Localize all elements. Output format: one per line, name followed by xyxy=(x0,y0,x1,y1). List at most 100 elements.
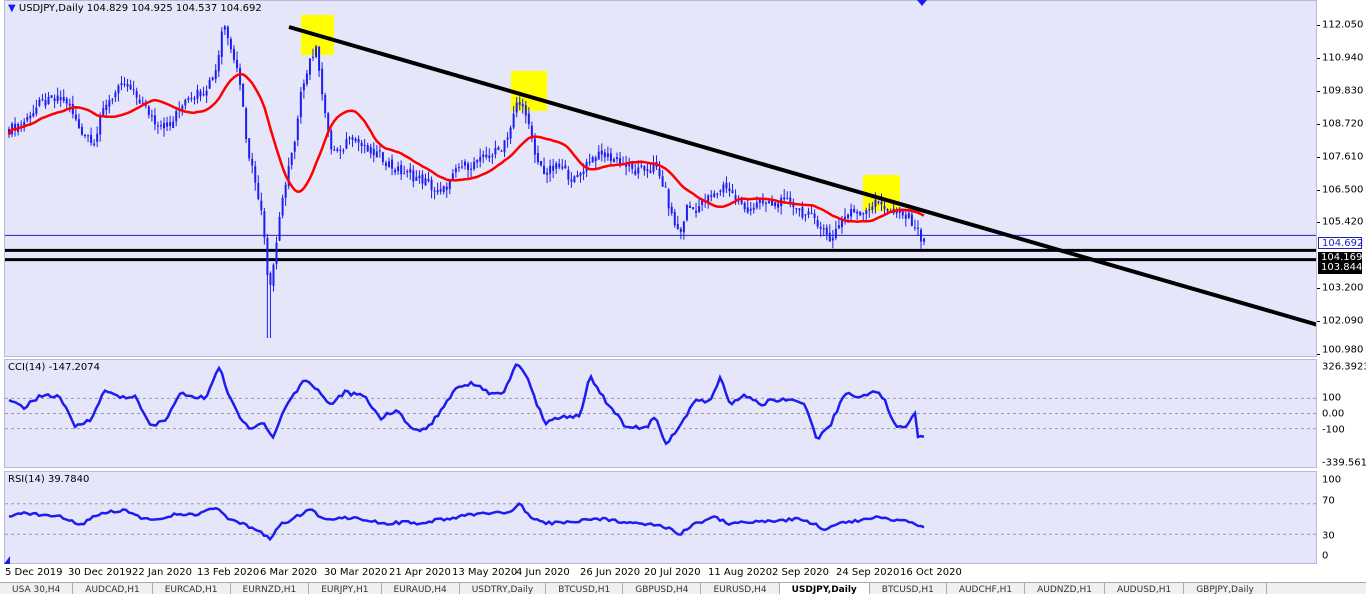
rsi-axis[interactable]: 100 70 30 0 xyxy=(1317,471,1366,564)
chart-tab[interactable]: EURAUD,H4 xyxy=(382,583,460,594)
candle xyxy=(567,166,570,185)
chart-tab[interactable]: AUDNZD,H1 xyxy=(1025,583,1105,594)
candle-body xyxy=(682,221,685,233)
candle xyxy=(612,157,615,163)
candle xyxy=(676,215,679,230)
candle xyxy=(454,164,457,178)
candle xyxy=(725,176,728,194)
candle xyxy=(175,109,178,127)
candle-body xyxy=(692,207,694,209)
candle-body xyxy=(895,210,898,214)
candle xyxy=(442,185,445,195)
candle xyxy=(546,167,549,184)
candle xyxy=(533,133,536,163)
candle xyxy=(558,158,561,170)
candle xyxy=(719,189,722,196)
candle xyxy=(643,165,646,176)
candle xyxy=(904,208,907,227)
chart-tab[interactable]: USDTRY,Daily xyxy=(460,583,547,594)
chart-tab[interactable]: AUDUSD,H1 xyxy=(1105,583,1185,594)
chart-tab[interactable]: AUDCHF,H1 xyxy=(947,583,1026,594)
candle-body xyxy=(318,46,321,71)
candle xyxy=(263,207,266,245)
price-axis[interactable]: 112.050 110.940 109.830 108.720 107.610 … xyxy=(1317,0,1366,357)
candle-body xyxy=(260,200,263,211)
candle-body xyxy=(138,99,141,104)
candle-body xyxy=(743,202,746,210)
candle xyxy=(68,98,71,113)
candle xyxy=(126,78,129,92)
chart-tab[interactable]: EURNZD,H1 xyxy=(231,583,310,594)
candle xyxy=(266,233,269,339)
candle-body xyxy=(366,145,369,152)
candle-body xyxy=(65,98,68,104)
candle xyxy=(500,149,503,152)
candle xyxy=(424,173,427,186)
candle-body xyxy=(44,100,47,106)
candle xyxy=(281,194,284,219)
chart-tab[interactable]: EURJPY,H1 xyxy=(309,583,382,594)
price-chart-canvas[interactable] xyxy=(5,1,1317,357)
price-chart-pane[interactable]: ▼ USDJPY,Daily 104.829 104.925 104.537 1… xyxy=(4,0,1317,357)
time-axis-label: 13 Feb 2020 xyxy=(197,567,260,578)
candle-body xyxy=(433,190,436,192)
cci-axis[interactable]: 326.3923 100 0.00 -100 -339.5617 xyxy=(1317,359,1366,469)
candle xyxy=(360,139,363,154)
collapse-triangle-icon[interactable]: ▼ xyxy=(8,3,16,14)
candle xyxy=(141,96,144,105)
candle-body xyxy=(397,166,400,171)
candle-body xyxy=(464,161,466,166)
candle xyxy=(226,25,229,46)
candle xyxy=(275,236,278,270)
candle xyxy=(664,181,667,188)
candle xyxy=(257,175,260,201)
candle-body xyxy=(658,168,661,177)
chart-tab-bar[interactable]: USA 30,H4 AUDCAD,H1 EURCAD,H1 EURNZD,H1 EURJ… xyxy=(0,582,1366,594)
cci-canvas[interactable] xyxy=(5,360,1317,468)
candle-body xyxy=(354,138,357,142)
candle xyxy=(837,218,840,230)
candle-body xyxy=(120,83,123,86)
candle-body xyxy=(351,137,354,140)
chart-tab[interactable]: USA 30,H4 xyxy=(0,583,74,594)
rsi-canvas[interactable] xyxy=(5,472,1317,564)
time-axis-label: 16 Oct 2020 xyxy=(900,567,962,578)
candle xyxy=(132,80,135,96)
chart-tab[interactable]: BTCUSD,H1 xyxy=(546,583,624,594)
rsi-indicator-pane[interactable]: RSI(14) 39.7840 xyxy=(4,471,1317,564)
candle-body xyxy=(783,197,786,200)
candle-body xyxy=(342,150,345,152)
candle-body xyxy=(530,125,533,139)
candle xyxy=(293,140,296,160)
candle xyxy=(205,85,208,103)
candle xyxy=(406,169,409,178)
chart-tab[interactable]: AUDCAD,H1 xyxy=(73,583,153,594)
chart-tab[interactable]: USDJPY,Daily xyxy=(779,583,870,594)
candle-body xyxy=(713,193,716,197)
candle-body xyxy=(512,113,515,128)
candle-body xyxy=(685,204,688,221)
chart-tab[interactable]: EURCAD,H1 xyxy=(153,583,231,594)
candle xyxy=(366,142,369,152)
candle-body xyxy=(698,206,701,213)
chart-tab[interactable]: EURUSD,H4 xyxy=(701,583,780,594)
time-axis[interactable]: 5 Dec 2019 30 Dec 2019 22 Jan 2020 13 Fe… xyxy=(0,564,1317,580)
candle-body xyxy=(80,126,83,135)
candle xyxy=(807,207,810,219)
candle xyxy=(576,170,579,178)
chart-shift-marker-icon[interactable] xyxy=(4,556,10,564)
candle-body xyxy=(533,138,536,155)
candle-body xyxy=(561,166,564,169)
candle-body xyxy=(646,168,649,172)
candle-body xyxy=(184,99,187,106)
chart-tab[interactable]: GBPJPY,Daily xyxy=(1184,583,1267,594)
candle xyxy=(400,160,403,180)
candle-body xyxy=(831,237,834,241)
chart-tab[interactable]: BTCUSD,H1 xyxy=(870,583,947,594)
candle xyxy=(278,211,281,242)
cci-indicator-pane[interactable]: CCI(14) -147.2074 xyxy=(4,359,1317,468)
candle xyxy=(497,145,500,151)
candle-body xyxy=(454,168,457,173)
chart-tab[interactable]: GBPUSD,H4 xyxy=(623,583,702,594)
candle-body xyxy=(661,176,664,187)
